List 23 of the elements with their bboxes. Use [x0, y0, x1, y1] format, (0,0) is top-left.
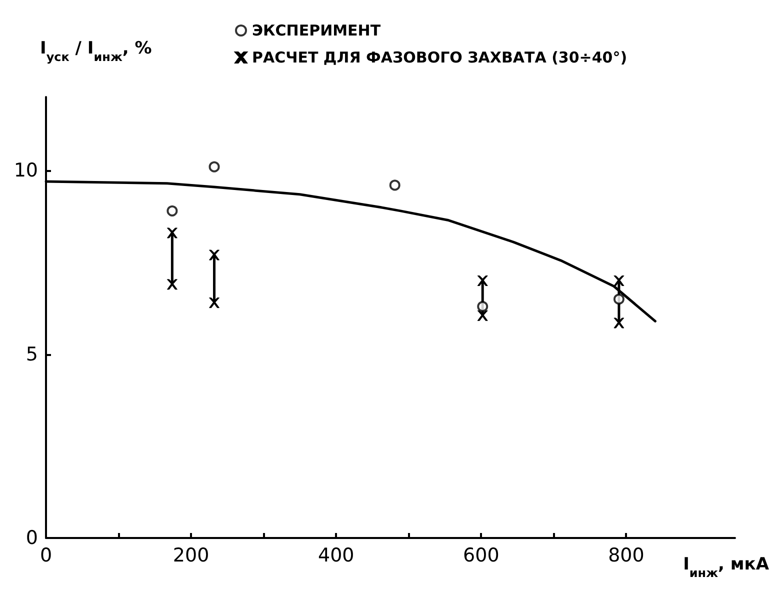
point — [209, 250, 220, 260]
point — [477, 310, 488, 321]
x-tick-label: 200 — [172, 544, 210, 566]
point — [477, 300, 488, 312]
x-tick-label: 400 — [318, 544, 354, 566]
point — [389, 180, 400, 191]
point — [166, 205, 178, 216]
point — [208, 161, 220, 172]
point — [613, 294, 624, 305]
point — [166, 228, 178, 238]
y-tick-label: 0 — [26, 527, 38, 549]
point — [166, 279, 178, 290]
point — [614, 318, 624, 328]
point — [614, 276, 624, 286]
x-tick-label: 600 — [463, 544, 500, 566]
legend-label: ЭКСПЕРИМЕНТ — [252, 22, 382, 40]
x-tick-label: 0 — [40, 544, 52, 566]
legend-label: РАСЧЕТ ДЛЯ ФАЗОВОГО ЗАХВАТА (30÷40°) — [252, 48, 628, 66]
point — [477, 276, 488, 286]
x-tick-label: 800 — [608, 544, 644, 566]
point — [209, 298, 220, 308]
y-tick-label: 5 — [26, 343, 38, 366]
y-tick-label: 10 — [14, 160, 38, 182]
